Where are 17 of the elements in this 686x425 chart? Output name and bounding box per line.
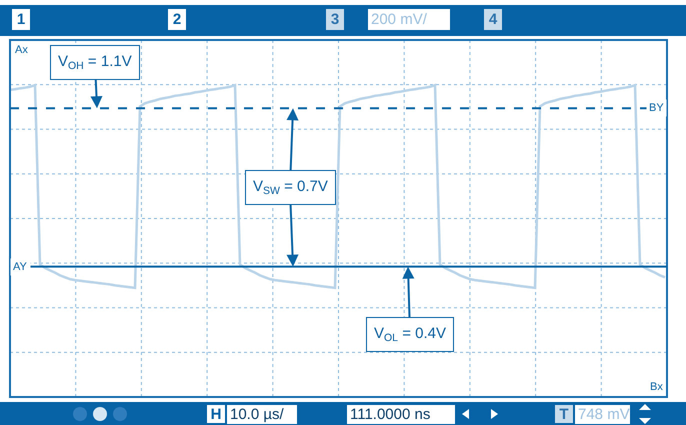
text: 2 <box>168 9 186 30</box>
text: 748 mV <box>575 405 630 424</box>
ref-line-label: BY <box>649 102 664 114</box>
text: Ax <box>15 44 28 56</box>
text: 200 mV/ <box>368 9 450 30</box>
annotation: V$_{SW}$ = 0.7V <box>253 178 328 198</box>
text: 1 <box>12 9 30 30</box>
text: 111.0000 ns <box>347 405 455 424</box>
annotation: Bx <box>650 381 664 393</box>
text: 4 <box>484 9 502 30</box>
ref-line-label: AY <box>13 261 28 273</box>
text: 3 <box>326 9 344 30</box>
annotation: V$_{OH}$ = 1.1V <box>58 53 132 72</box>
text: T <box>555 405 573 423</box>
text: H <box>207 405 225 423</box>
annotation: V$_{OL}$ = 0.4V <box>374 325 446 344</box>
text: 10.0 µs/ <box>227 405 297 424</box>
